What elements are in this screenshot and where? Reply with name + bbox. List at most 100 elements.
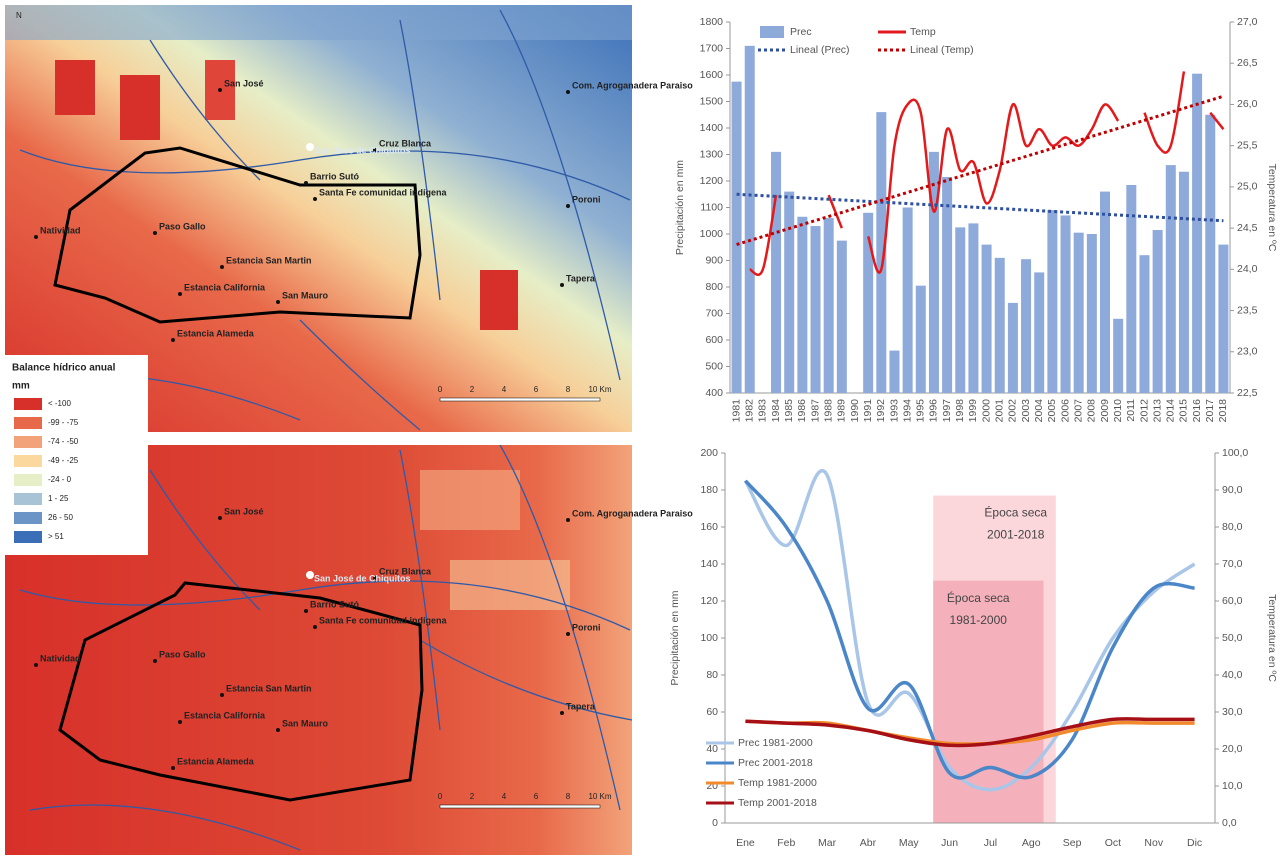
x-tick-label: 1996 [928,399,940,423]
scale-label: 0 [438,792,443,801]
place-label: Com. Agroganadera Paraiso [572,508,693,518]
scale-label: 6 [534,385,539,394]
trend-line [736,192,1224,223]
y2-tick-label: 50,0 [1222,632,1243,644]
x-tick-label: 1986 [796,399,808,423]
x-tick-label: 2015 [1178,399,1190,423]
legend-swatch [14,455,42,467]
y-tick-label: 1600 [700,69,724,81]
y2-tick-label: 26,5 [1237,57,1258,69]
bar [902,207,913,393]
scale-label: 10 Km [588,792,611,801]
river [19,9,631,431]
place-marker [373,148,377,152]
scale-label: 6 [534,792,539,801]
place-marker [220,265,224,269]
field [55,60,95,115]
place-label: Cruz Blanca [379,566,432,576]
place-label: Estancia San Martin [226,683,312,693]
legend-label: Prec 1981-2000 [738,737,813,749]
y2-tick-label: 23,5 [1237,304,1258,316]
place-label: Tapera [566,273,596,283]
x-tick-label: 2012 [1138,399,1150,423]
place-marker [220,693,224,697]
legend-label: Temp [910,26,936,38]
x-tick-label: 1981 [730,399,742,423]
x-tick-label: 2017 [1204,399,1216,423]
y2-tick-label: 80,0 [1222,521,1243,533]
x-tick-label: Ene [736,837,755,849]
north-arrow: N [16,11,22,20]
legend-label: Lineal (Temp) [910,44,974,56]
legend-label: Prec 2001-2018 [738,757,813,769]
river [19,445,632,851]
place-marker [560,283,564,287]
x-tick-label: 1998 [954,399,966,423]
place-marker [178,292,182,296]
scale-label: 8 [566,385,571,394]
bar [1126,184,1137,393]
x-tick-label: Abr [860,837,877,849]
place-label: Barrio Sutó [310,171,360,181]
place-label: Estancia California [184,710,266,720]
annotation: 1981-2000 [950,613,1008,627]
legend-label: -49 - -25 [48,456,79,465]
bar [744,45,755,393]
place-label: Cruz Blanca [379,138,432,148]
x-tick-label: 2013 [1151,399,1163,423]
x-tick-label: 1984 [770,399,782,423]
x-tick-label: 1991 [862,399,874,423]
bar [863,212,874,393]
bar [942,177,953,393]
bar [981,244,992,393]
x-tick-label: 1994 [901,399,913,423]
bar [1192,73,1203,394]
x-tick-label: 2008 [1086,399,1098,423]
legend-label: Temp 2001-2018 [738,797,817,809]
x-tick-label: 2003 [1020,399,1032,423]
line [745,717,1195,748]
x-tick-label: Sep [1063,837,1082,849]
place-marker [373,576,377,580]
x-tick-label: Jun [941,837,958,849]
place-marker [171,338,175,342]
bar [1007,302,1018,393]
watershed [58,581,424,802]
y2-tick-label: 27,0 [1237,16,1258,28]
y-tick-label: 700 [705,307,723,319]
bar [771,151,782,393]
place-marker [566,90,570,94]
line [743,469,1196,792]
scale-label: 4 [502,792,507,801]
legend-title: Balance hídrico anual [12,363,116,374]
place-marker [560,711,564,715]
patch [420,470,520,530]
x-tick-label: Dic [1187,837,1202,849]
y2-tick-label: 25,5 [1237,139,1258,151]
place-label: Poroni [572,194,601,204]
x-tick-label: 1997 [941,399,953,423]
bar [1205,114,1216,393]
bar [731,81,742,393]
map-band [5,5,632,40]
legend-label: -74 - -50 [48,437,79,446]
place-label: Estancia California [184,282,266,292]
place-marker [34,663,38,667]
town-marker [306,143,314,151]
y-tick-label: 100 [700,632,718,644]
place-label: Natividad [40,653,81,663]
x-tick-label: Ago [1022,837,1041,849]
y2-tick-label: 20,0 [1222,743,1243,755]
place-marker [566,204,570,208]
trend-line [736,94,1224,247]
place-label: Paso Gallo [159,649,206,659]
place-label: San José de Chiquitos [314,573,411,583]
x-tick-label: 2005 [1046,399,1058,423]
legend-label: Prec [790,26,812,38]
legend-label: Lineal (Prec) [790,44,850,56]
y2-tick-label: 23,0 [1237,346,1258,358]
x-tick-label: 1985 [783,399,795,423]
y-tick-label: 160 [700,521,718,533]
bar [1073,232,1084,393]
